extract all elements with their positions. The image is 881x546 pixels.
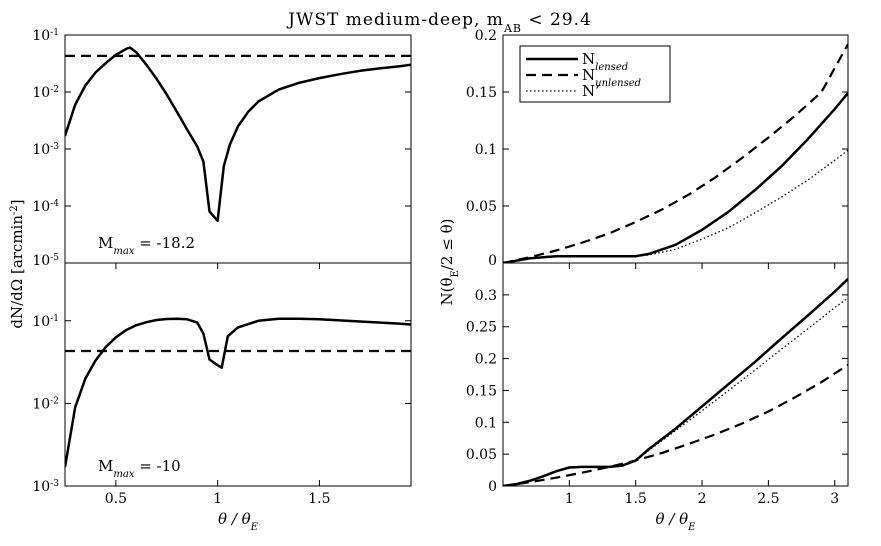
x-tick-label: 1 — [213, 491, 222, 507]
x-tick-label: 2.5 — [757, 491, 779, 507]
right-y-axis-label: N(θE/2 ≤ θ) — [438, 219, 461, 306]
legend-label: Nlensed — [582, 50, 628, 73]
panel-bottom-left: 10-3 10-2 10-1 0.5 1 1.5 θ / θE Mmax = -10 — [32, 262, 412, 533]
y-tick-label: 0 — [488, 253, 497, 269]
x-tick-label: 1 — [565, 491, 574, 507]
y-tick-label: 0 — [488, 479, 497, 495]
legend-box — [519, 45, 671, 103]
series-N_lensed — [503, 277, 848, 486]
y-tick-label: 0.2 — [475, 352, 497, 368]
series-N_lensed — [503, 92, 848, 263]
x-axis-label: θ / θE — [656, 510, 697, 533]
y-tick-label: 0.15 — [466, 85, 497, 101]
series-N_unlensed — [503, 43, 848, 263]
axes-frame — [64, 34, 412, 264]
y-tick-label: 0.2 — [475, 28, 497, 44]
panel-annotation: Mmax = -18.2 — [98, 234, 195, 257]
series-lensed — [65, 317, 411, 468]
x-tick-label: 2 — [698, 491, 707, 507]
axes-frame — [502, 262, 849, 487]
series-N_unlensed — [503, 363, 848, 486]
panel-bottom-right: 0 0.05 0.1 0.15 0.2 0.25 0.3 1 1.5 2 2.5 3 θ / θE — [466, 262, 849, 533]
y-tick-label: 0.05 — [466, 199, 497, 215]
y-tick-label: 0.05 — [466, 447, 497, 463]
x-tick-label: 1.5 — [308, 491, 330, 507]
y-tick-label: 0.15 — [466, 383, 497, 399]
y-tick-label: 10-1 — [32, 28, 59, 44]
figure-title: JWST medium-deep, mAB < 29.4 — [286, 10, 592, 35]
y-tick-label: 10-1 — [32, 314, 59, 330]
panel-annotation: Mmax = -10 — [98, 457, 181, 480]
y-tick-label: 0.3 — [475, 288, 497, 304]
x-tick-label: 1.5 — [625, 491, 647, 507]
y-tick-label: 10-2 — [32, 85, 59, 101]
legend-label: Nunlensed — [582, 66, 641, 89]
left-y-axis-label: dN/dΩ [arcmin-2] — [8, 199, 26, 328]
y-tick-label: 10-3 — [32, 479, 59, 495]
y-tick-label: 0.25 — [466, 320, 497, 336]
x-tick-label: 3 — [830, 491, 839, 507]
y-tick-label: 10-3 — [32, 142, 59, 158]
x-axis-label: θ / θE — [218, 510, 259, 533]
y-tick-label: 10-2 — [32, 396, 59, 412]
series-N_prime — [503, 297, 848, 486]
y-tick-label: 10-4 — [32, 199, 59, 215]
y-tick-label: 10-5 — [32, 253, 59, 269]
panel-top-left: 10-5 10-4 10-3 10-2 10-1 Mmax = -18.2 — [32, 28, 412, 269]
x-tick-label: 0.5 — [105, 491, 127, 507]
y-tick-label: 0.1 — [475, 415, 497, 431]
y-tick-label: 0.1 — [475, 142, 497, 158]
legend-label: N’ — [582, 82, 600, 100]
series-lensed — [65, 46, 411, 223]
axes-frame — [64, 262, 412, 487]
